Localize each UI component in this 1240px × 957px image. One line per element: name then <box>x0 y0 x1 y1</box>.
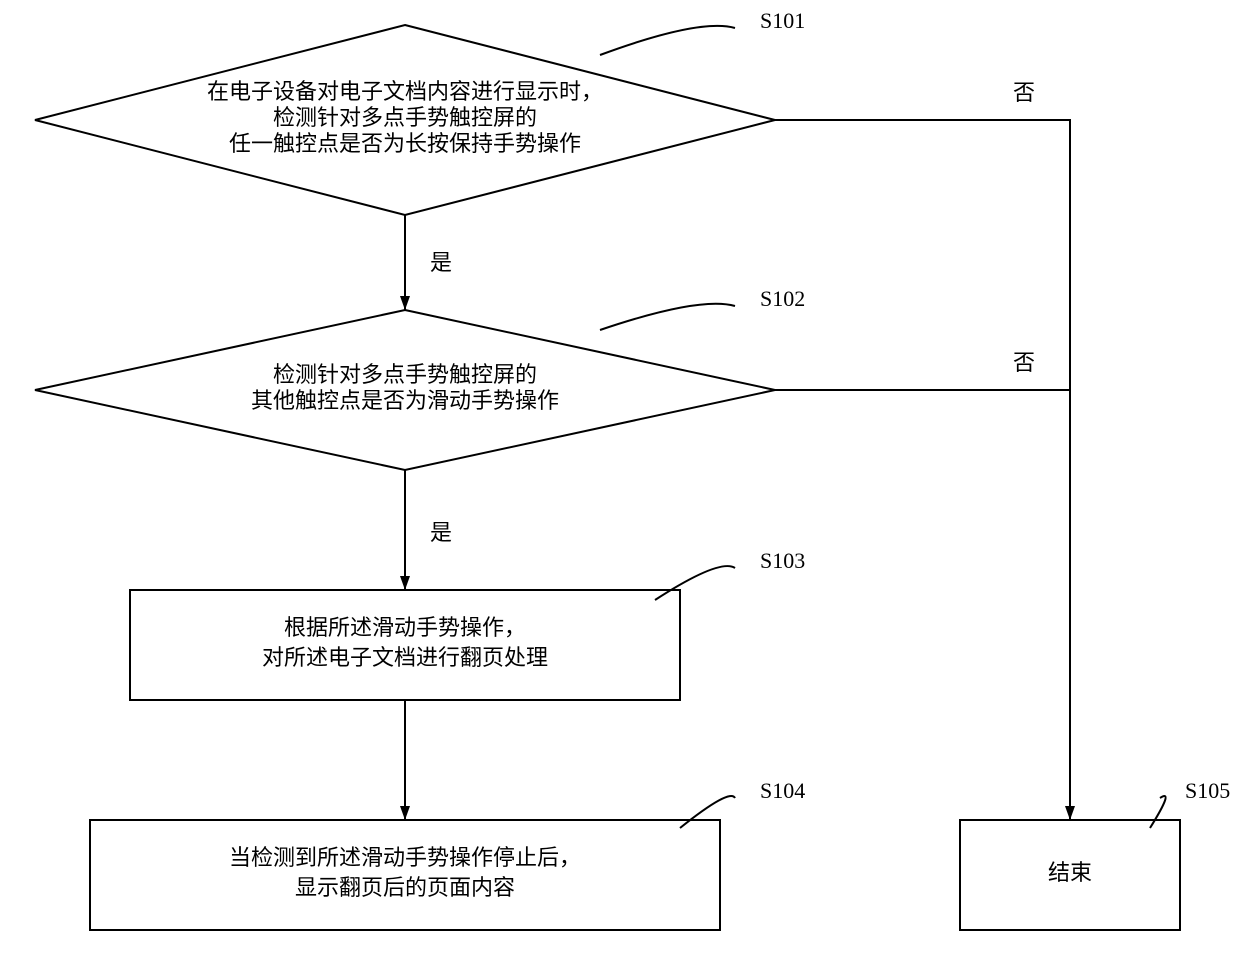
edge-4: 否 <box>775 350 1070 390</box>
edge-1-label: 是 <box>430 520 452 545</box>
node-s105-line-0: 结束 <box>1048 860 1092 885</box>
node-s102-line-1: 其他触控点是否为滑动手势操作 <box>251 388 559 413</box>
node-s105: 结束 S105 <box>960 778 1230 930</box>
callout-s102: S102 <box>760 286 805 311</box>
edge-3: 否 <box>775 80 1070 820</box>
edge-0-label: 是 <box>430 250 452 275</box>
flowchart-canvas: 在电子设备对电子文档内容进行显示时，检测针对多点手势触控屏的任一触控点是否为长按… <box>0 0 1240 957</box>
edge-0: 是 <box>405 215 452 310</box>
node-s101-line-1: 检测针对多点手势触控屏的 <box>273 105 537 130</box>
node-s103-line-1: 对所述电子文档进行翻页处理 <box>262 645 548 670</box>
edge-3-label: 否 <box>1013 80 1035 105</box>
node-s101-line-0: 在电子设备对电子文档内容进行显示时， <box>207 79 603 104</box>
node-s101: 在电子设备对电子文档内容进行显示时，检测针对多点手势触控屏的任一触控点是否为长按… <box>35 8 805 215</box>
node-s104-line-0: 当检测到所述滑动手势操作停止后， <box>229 845 581 870</box>
edge-1: 是 <box>405 470 452 590</box>
callout-s101: S101 <box>760 8 805 33</box>
edge-4-label: 否 <box>1013 350 1035 375</box>
node-s103-line-0: 根据所述滑动手势操作， <box>284 615 526 640</box>
callout-s104: S104 <box>760 778 805 803</box>
node-s102-line-0: 检测针对多点手势触控屏的 <box>273 362 537 387</box>
node-s104-line-1: 显示翻页后的页面内容 <box>295 875 515 900</box>
node-s101-line-2: 任一触控点是否为长按保持手势操作 <box>229 131 581 156</box>
node-s102: 检测针对多点手势触控屏的其他触控点是否为滑动手势操作 S102 <box>35 286 805 470</box>
callout-s103: S103 <box>760 548 805 573</box>
node-s103: 根据所述滑动手势操作， 对所述电子文档进行翻页处理 S103 <box>130 548 805 700</box>
callout-s105: S105 <box>1185 778 1230 803</box>
node-s104: 当检测到所述滑动手势操作停止后， 显示翻页后的页面内容 S104 <box>90 778 805 930</box>
